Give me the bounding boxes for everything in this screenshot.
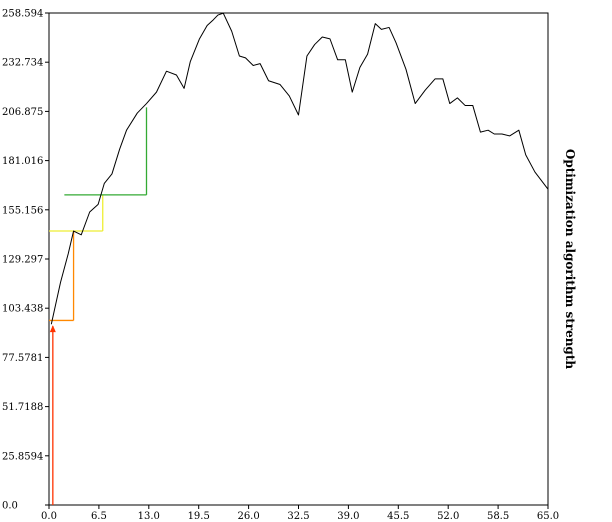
y-axis-ticks: 0.0 25.8594 51.7188 77.5781 103.438 129.297 15… (2, 9, 49, 512)
x-axis-ticks: 0.0 6.5 13.0 19.5 26.0 32.5 39.0 45.5 52.0 58.5 65… (41, 505, 559, 522)
y-tick-label: 258.594 (2, 9, 43, 20)
x-tick-label: 58.5 (487, 511, 509, 522)
x-tick-label: 32.5 (287, 511, 309, 522)
x-tick-label: 45.5 (387, 511, 409, 522)
y-tick-label: 0.0 (2, 501, 18, 512)
arrowhead-marker (49, 325, 56, 333)
y-tick-label: 155.156 (2, 205, 43, 216)
x-tick-label: 65.0 (537, 511, 559, 522)
x-tick-label: 13.0 (138, 511, 160, 522)
y-tick-label: 129.297 (2, 255, 43, 266)
y-tick-label: 51.7188 (2, 402, 43, 413)
x-tick-label: 26.0 (237, 511, 259, 522)
x-tick-label: 52.0 (437, 511, 459, 522)
y-tick-label: 206.875 (2, 107, 43, 118)
x-tick-label: 6.5 (91, 511, 107, 522)
y-tick-label: 181.016 (2, 156, 43, 167)
plot-frame (48, 12, 549, 506)
y-tick-label: 77.5781 (2, 353, 43, 364)
y-tick-label: 232.734 (2, 58, 43, 69)
y-axis-title: Optimization algorithm strength (563, 149, 577, 369)
annotation-lines (49, 107, 148, 505)
x-tick-label: 39.0 (337, 511, 359, 522)
y-tick-label: 25.8594 (2, 451, 43, 462)
y-tick-label: 103.438 (2, 304, 43, 315)
series-layer (50, 12, 549, 325)
x-tick-label: 0.0 (41, 511, 57, 522)
series-line (50, 12, 549, 325)
x-tick-label: 19.5 (188, 511, 210, 522)
